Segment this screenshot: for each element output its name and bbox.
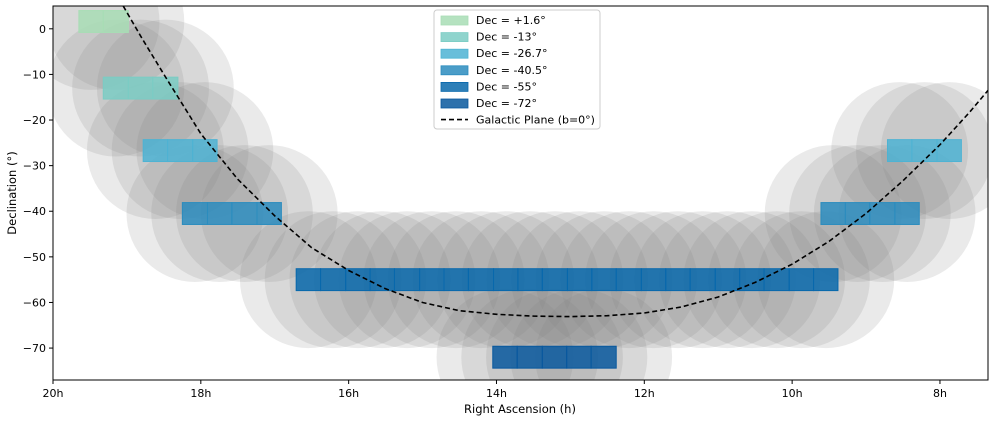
survey-tile xyxy=(102,76,129,100)
survey-tile xyxy=(206,202,233,225)
survey-tile xyxy=(541,345,568,369)
survey-tile xyxy=(665,268,691,292)
survey-tile xyxy=(167,139,194,163)
legend-swatch xyxy=(440,82,469,92)
survey-tile xyxy=(419,268,445,292)
survey-tile xyxy=(936,139,962,163)
x-tick-label: 20h xyxy=(43,387,64,400)
survey-tile xyxy=(820,202,846,225)
x-tick-label: 18h xyxy=(190,387,211,400)
survey-tile xyxy=(591,268,617,292)
survey-tile xyxy=(886,139,913,163)
survey-tile xyxy=(541,268,568,292)
galactic-plane-layer xyxy=(122,6,988,318)
x-tick-label: 12h xyxy=(634,387,655,400)
survey-tile xyxy=(788,268,815,292)
survey-tile xyxy=(231,202,258,225)
survey-tile xyxy=(142,139,169,163)
survey-tile xyxy=(369,268,395,292)
y-tick-label: −30 xyxy=(23,160,46,173)
galactic-plane-line xyxy=(122,6,988,318)
legend-swatch xyxy=(440,48,469,59)
survey-tile xyxy=(590,345,617,369)
legend-label: Galactic Plane (b=0°) xyxy=(476,114,595,127)
y-tick-label: −10 xyxy=(23,68,46,81)
survey-tile xyxy=(102,10,129,33)
survey-tile xyxy=(467,268,495,292)
survey-tile xyxy=(152,76,179,100)
legend-swatch xyxy=(440,98,469,109)
survey-tile xyxy=(192,139,218,163)
survey-tile xyxy=(813,268,839,292)
survey-tile xyxy=(127,76,154,100)
x-tick-label: 8h xyxy=(933,387,947,400)
legend-swatch xyxy=(440,32,469,42)
legend-label: Dec = -72° xyxy=(476,97,537,110)
survey-tile xyxy=(566,345,592,369)
survey-tile xyxy=(894,202,920,225)
survey-tile xyxy=(181,202,208,225)
survey-tile xyxy=(295,268,322,292)
x-axis-title: Right Ascension (h) xyxy=(464,402,576,416)
plot-frame xyxy=(52,5,989,381)
y-tick-label: 0 xyxy=(39,23,46,36)
survey-tile xyxy=(443,268,469,292)
x-axis: 20h 18h 16h 14h 12h 10h 8h xyxy=(43,380,947,400)
legend-swatch xyxy=(440,15,469,26)
survey-tile xyxy=(844,202,871,225)
survey-tile xyxy=(714,268,741,292)
y-axis: 0 −10 −20 −30 −40 −50 −60 −70 xyxy=(23,23,53,355)
survey-tiles xyxy=(78,10,962,369)
y-tick-label: −50 xyxy=(23,251,46,264)
x-tick-label: 10h xyxy=(782,387,803,400)
x-tick-label: 14h xyxy=(486,387,507,400)
survey-tile xyxy=(78,10,104,33)
legend-box xyxy=(433,9,601,130)
y-tick-label: −20 xyxy=(23,114,46,127)
legend-label: Dec = -40.5° xyxy=(476,64,547,77)
x-tick-label: 16h xyxy=(338,387,359,400)
survey-tile xyxy=(615,268,642,292)
survey-tile xyxy=(566,268,593,292)
y-tick-label: −70 xyxy=(23,342,46,355)
survey-tile xyxy=(493,268,519,292)
y-axis-title: Declination (°) xyxy=(5,151,19,234)
survey-tile xyxy=(393,268,421,292)
legend-swatch xyxy=(440,65,469,76)
survey-tile xyxy=(320,268,347,292)
y-tick-label: −60 xyxy=(23,296,46,309)
legend-label: Dec = +1.6° xyxy=(476,14,546,27)
survey-tile xyxy=(517,268,543,292)
survey-tile xyxy=(256,202,282,225)
survey-tile xyxy=(516,345,543,369)
legend: Dec = +1.6° Dec = -13° Dec = -26.7° Dec = -… xyxy=(433,9,601,130)
survey-tile xyxy=(689,268,716,292)
survey-tile xyxy=(492,345,518,369)
legend-label: Dec = -55° xyxy=(476,80,537,93)
legend-label: Dec = -26.7° xyxy=(476,47,547,60)
legend-label: Dec = -13° xyxy=(476,31,537,44)
y-tick-label: −40 xyxy=(23,205,46,218)
survey-tile xyxy=(640,268,667,292)
